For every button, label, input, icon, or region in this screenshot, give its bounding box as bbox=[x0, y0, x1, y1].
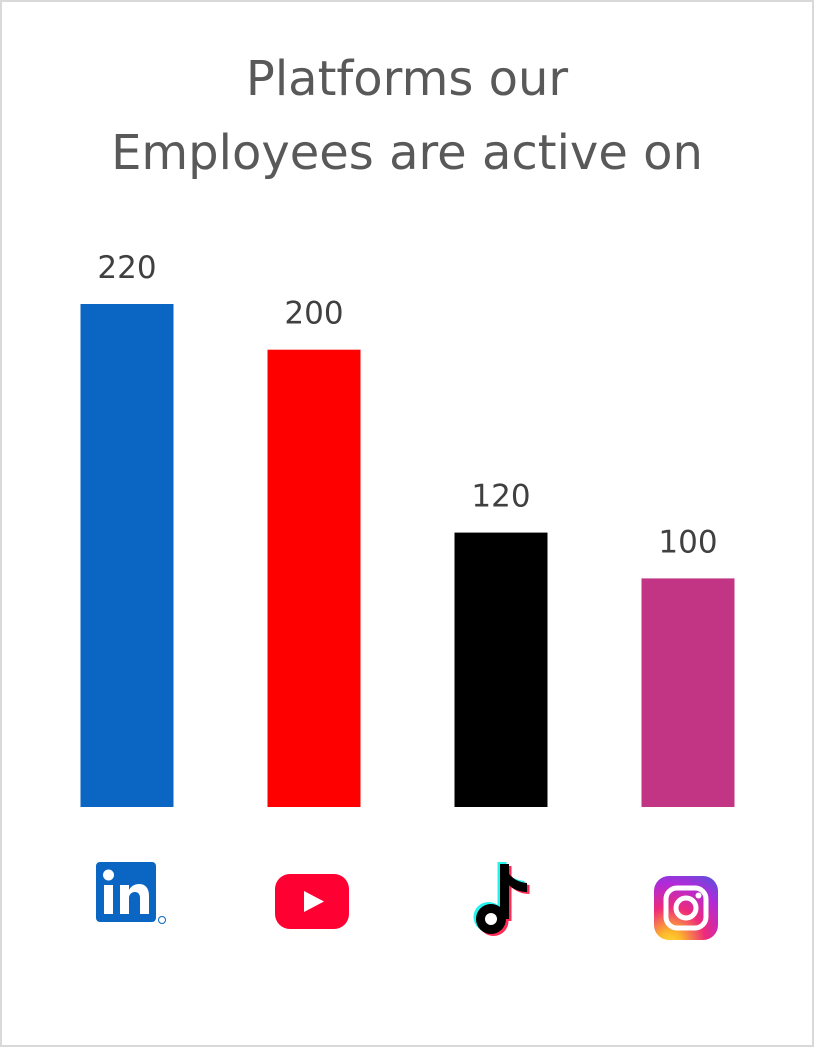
tiktok-icon bbox=[473, 862, 530, 936]
youtube-icon bbox=[275, 874, 349, 929]
value-label-linkedin: 220 bbox=[97, 250, 156, 286]
value-label-instagram: 100 bbox=[658, 524, 717, 560]
value-label-tiktok: 120 bbox=[471, 479, 530, 515]
instagram-icon bbox=[654, 876, 718, 940]
bar-instagram bbox=[641, 578, 735, 807]
chart-title: Platforms our Employees are active on bbox=[2, 42, 812, 190]
linkedin-icon bbox=[96, 862, 166, 924]
chart-title-line-2: Employees are active on bbox=[111, 125, 703, 181]
value-labels-group: 220 200 120 100 bbox=[97, 250, 717, 560]
bar-linkedin bbox=[80, 304, 174, 807]
value-label-youtube: 200 bbox=[284, 296, 343, 332]
chart-title-line-1: Platforms our bbox=[245, 51, 569, 107]
bars-group bbox=[80, 304, 735, 807]
bar-tiktok bbox=[454, 532, 548, 807]
bar-youtube bbox=[267, 349, 361, 807]
